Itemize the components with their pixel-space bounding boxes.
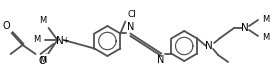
Text: O: O [39,56,46,66]
Text: N: N [157,55,164,65]
Text: O: O [2,21,10,31]
Text: M: M [262,33,269,41]
Text: M: M [39,16,47,25]
Text: Cl: Cl [127,11,136,20]
Text: N: N [127,22,135,32]
Text: ⁻: ⁻ [45,50,49,60]
Text: N: N [56,36,63,46]
Text: M: M [39,56,47,65]
Text: N: N [205,41,213,51]
Text: N: N [241,23,249,33]
Text: M: M [262,15,269,23]
Text: +: + [62,36,69,45]
Text: M: M [33,35,41,45]
